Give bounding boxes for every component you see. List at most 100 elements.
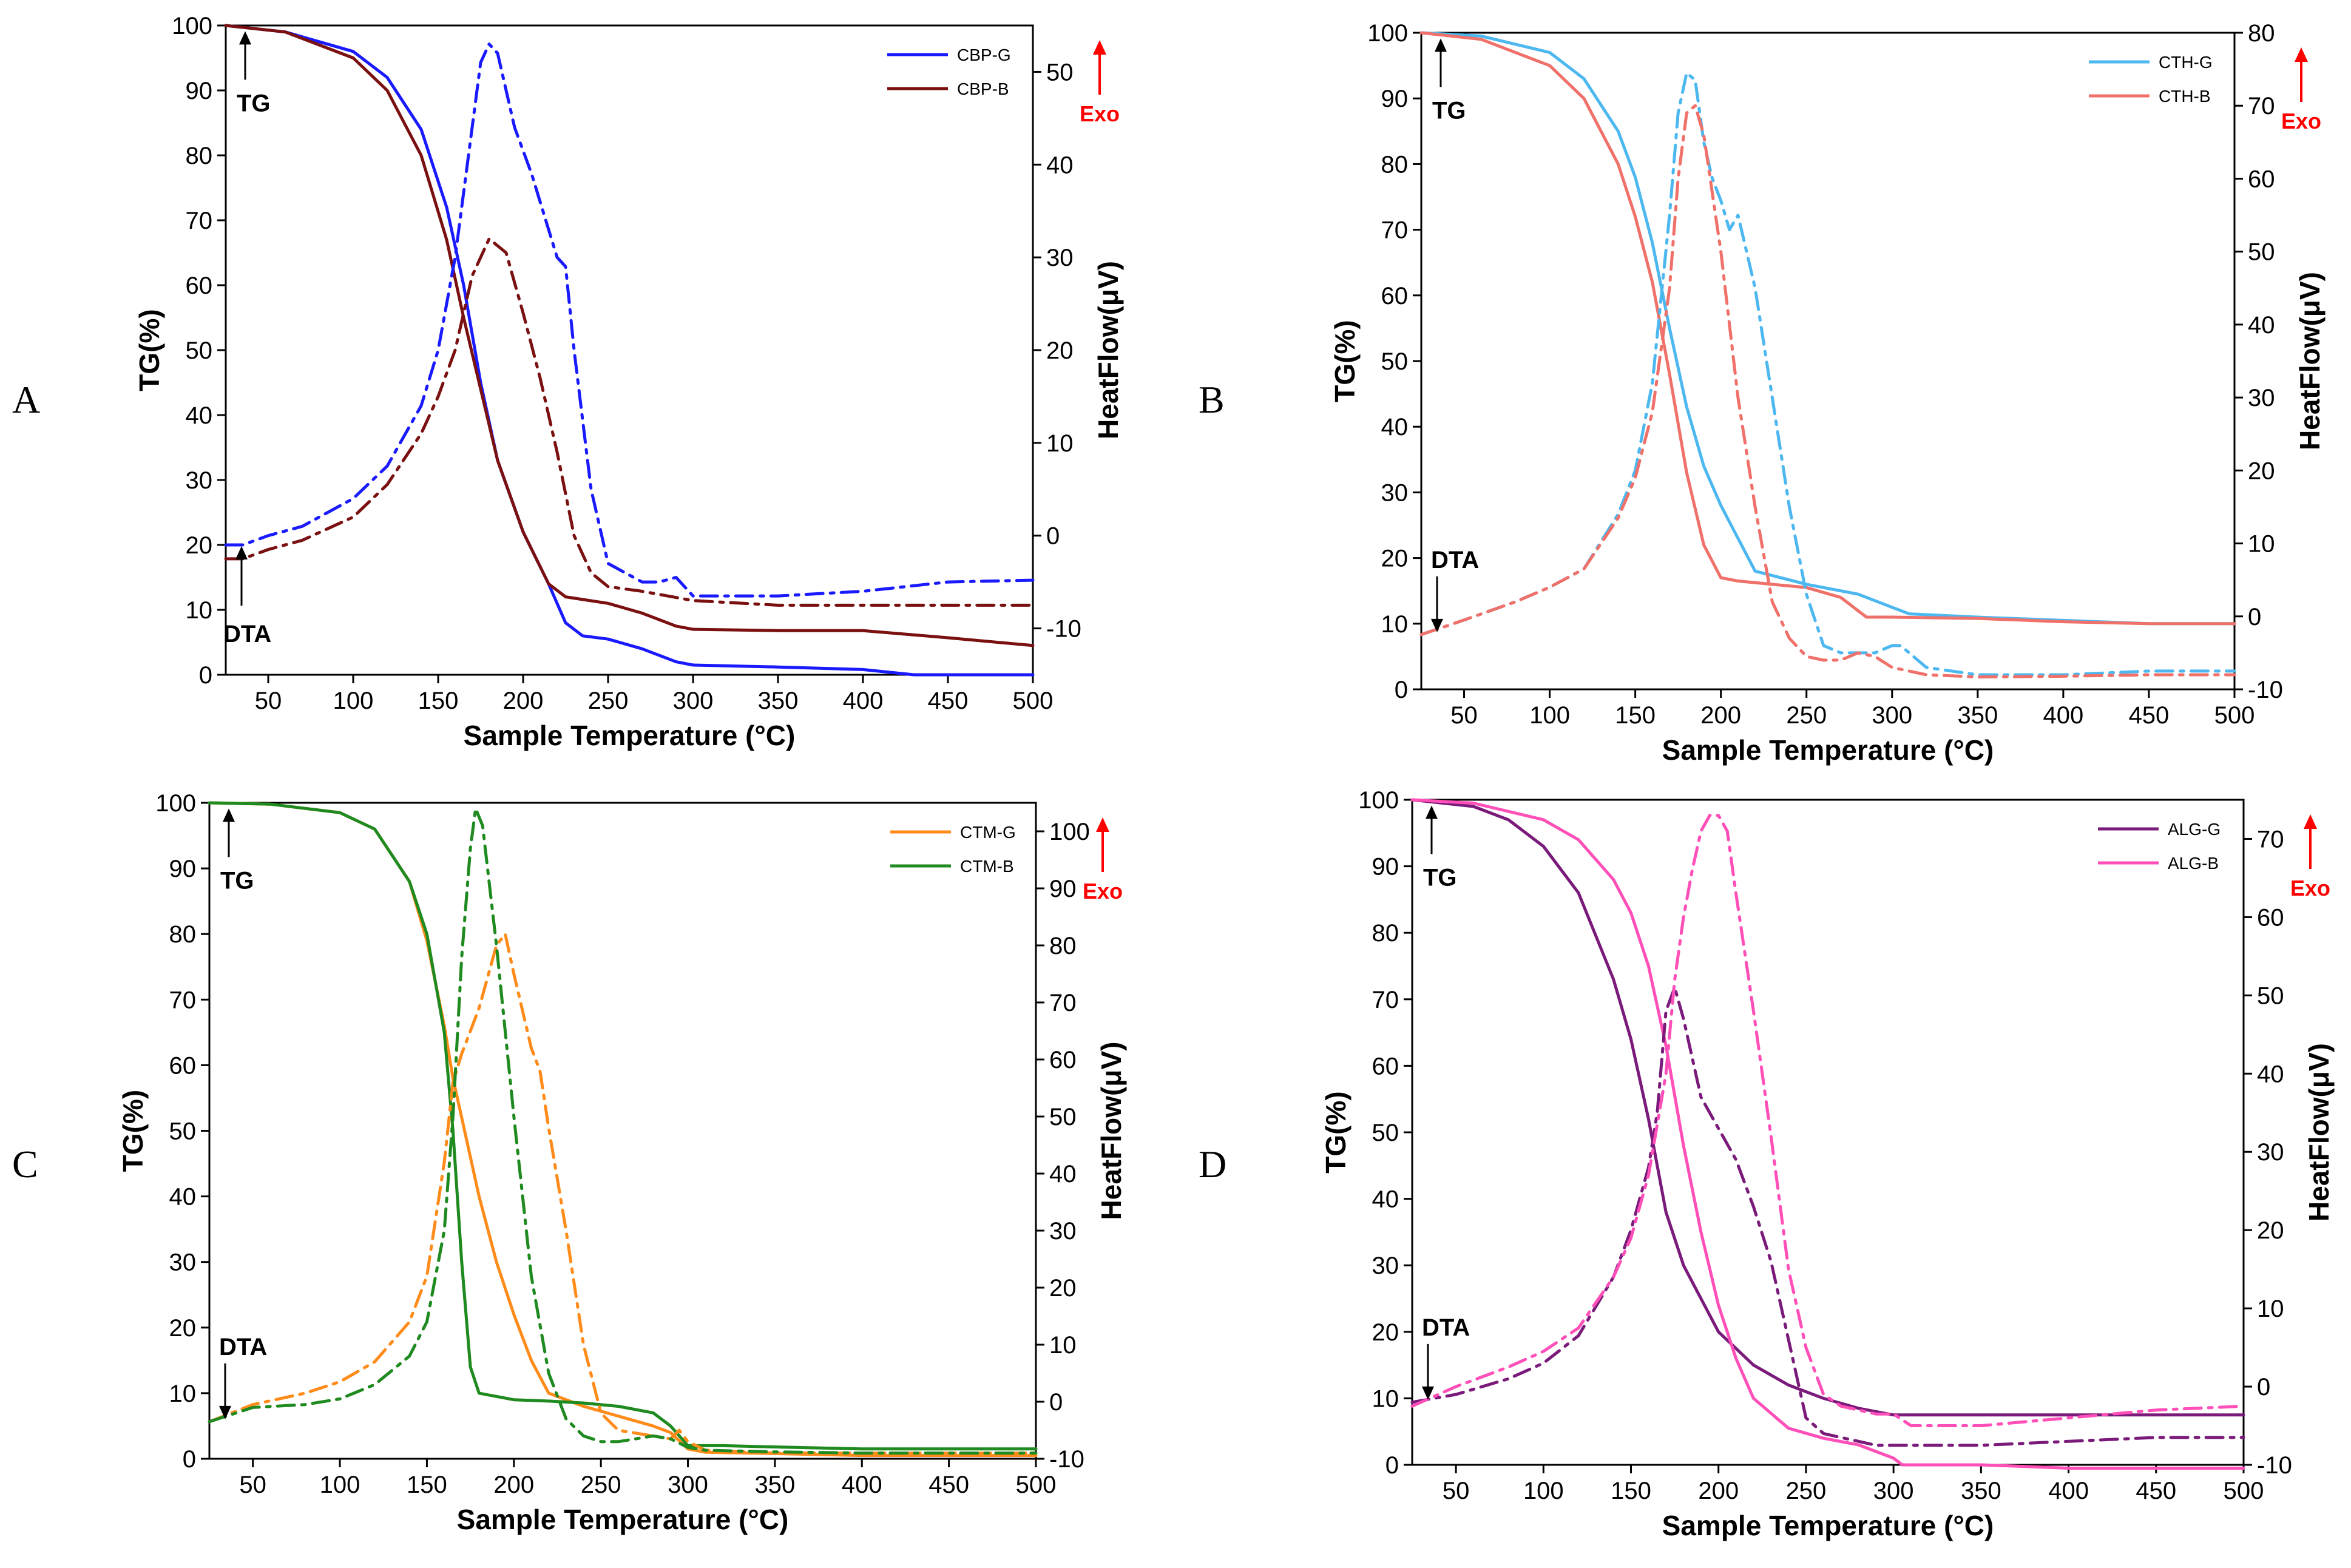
y-tick-label: 100 — [172, 13, 212, 39]
y-tick-label: 60 — [1381, 283, 1409, 309]
x-axis-title: Sample Temperature (°C) — [1662, 1510, 1994, 1541]
x-tick-label: 50 — [255, 688, 282, 714]
y-tick-label: 0 — [199, 662, 212, 689]
panel-a: A50 100 150 200 250 300 350 400 450 5000102030405… — [12, 13, 1124, 751]
tg-label: TG — [237, 90, 271, 117]
x-tick-label: 250 — [581, 1472, 621, 1498]
y2-tick-label: 70 — [1049, 990, 1077, 1016]
y2-tick-label: 10 — [2248, 531, 2275, 558]
y-axis-title: TG(%) — [1320, 1091, 1351, 1173]
exo-label: Exo — [1080, 101, 1120, 126]
dta-arrowhead — [1431, 618, 1443, 632]
dta-arrowhead — [219, 1405, 231, 1419]
dta-label: DTA — [1431, 547, 1479, 573]
x-axis-title: Sample Temperature (°C) — [1662, 734, 1994, 766]
y-tick-label: 60 — [186, 272, 213, 299]
panel-b: B50 100 150 200 250 300 350 400 450 5000102030405… — [1199, 20, 2326, 766]
series-alg-g-dta — [1410, 986, 2245, 1447]
y2-tick-label: 40 — [2248, 312, 2275, 339]
y-tick-label: 50 — [1381, 348, 1409, 375]
y2-tick-label: 30 — [2248, 385, 2275, 411]
y2-tick-label: 50 — [1049, 1104, 1077, 1130]
y2-axis-title: HeatFlow(μV) — [2294, 272, 2326, 450]
y2-tick-label: -10 — [1049, 1446, 1084, 1473]
series-alg-g-tg — [1410, 798, 2245, 1417]
y-tick-label: 90 — [169, 856, 197, 882]
x-tick-label: 500 — [1016, 1472, 1057, 1498]
x-tick-label: 350 — [755, 1472, 796, 1498]
x-tick-label: 400 — [2043, 702, 2084, 729]
y2-tick-label: 50 — [2248, 239, 2275, 266]
x-tick-label: 400 — [843, 688, 884, 714]
exo-arrowhead — [2304, 814, 2317, 829]
series-cbp-g-dta — [224, 42, 1035, 598]
y-tick-label: 0 — [1395, 677, 1408, 703]
y2-tick-label: -10 — [2257, 1452, 2292, 1479]
y-tick-label: 10 — [1381, 611, 1409, 638]
dta-arrowhead — [1422, 1386, 1434, 1400]
y-tick-label: 40 — [169, 1184, 197, 1211]
y-tick-label: 40 — [1381, 414, 1409, 441]
y-tick-label: 30 — [1381, 479, 1409, 506]
y-tick-label: 50 — [186, 337, 213, 364]
series-alg-b-dta — [1410, 814, 2245, 1427]
y2-tick-label: 10 — [2257, 1296, 2284, 1322]
series-cbp-g-tg — [224, 24, 1035, 677]
x-tick-label: 150 — [418, 688, 459, 714]
legend-label-ctm-g: CTM-G — [960, 823, 1016, 842]
y2-tick-label: 60 — [1049, 1047, 1077, 1073]
y2-tick-label: 50 — [1046, 59, 1074, 86]
exo-label: Exo — [2281, 109, 2321, 133]
y2-axis-title: HeatFlow(μV) — [2303, 1043, 2335, 1222]
x-tick-label: 100 — [1523, 1478, 1564, 1504]
x-tick-label: 400 — [2048, 1478, 2089, 1504]
y2-tick-label: 0 — [1049, 1389, 1063, 1416]
x-tick-label: 500 — [2214, 702, 2255, 729]
panel-letter-d: D — [1199, 1143, 1226, 1186]
x-tick-label: 250 — [1786, 702, 1827, 729]
x-tick-label: 450 — [929, 1472, 969, 1498]
legend-label-alg-g: ALG-G — [2168, 820, 2221, 839]
y-tick-label: 20 — [169, 1315, 197, 1342]
y2-axis-title: HeatFlow(μV) — [1092, 261, 1124, 439]
y-tick-label: 30 — [169, 1249, 197, 1276]
x-axis-title: Sample Temperature (°C) — [464, 720, 796, 751]
x-tick-label: 450 — [928, 688, 969, 714]
y2-tick-label: 20 — [1046, 337, 1074, 364]
y2-tick-label: 0 — [2248, 604, 2261, 630]
y2-tick-label: 100 — [1049, 819, 1090, 845]
x-tick-label: 500 — [2224, 1478, 2264, 1504]
y2-tick-label: 0 — [1046, 523, 1060, 550]
x-tick-label: 50 — [239, 1472, 266, 1498]
x-tick-label: 300 — [1873, 1478, 1914, 1504]
tg-arrowhead — [223, 808, 235, 822]
y2-tick-label: 40 — [1049, 1161, 1077, 1188]
y-tick-label: 30 — [186, 467, 213, 494]
panel-letter-b: B — [1199, 378, 1225, 421]
y-axis-title: TG(%) — [117, 1090, 149, 1172]
tg-arrowhead — [1435, 38, 1447, 52]
x-axis-title: Sample Temperature (°C) — [457, 1504, 789, 1535]
tg-label: TG — [1432, 97, 1466, 124]
x-tick-label: 50 — [1450, 702, 1478, 729]
y-tick-label: 30 — [1372, 1252, 1399, 1279]
y2-tick-label: 20 — [2248, 458, 2275, 484]
dta-arrowhead — [235, 546, 248, 559]
y2-tick-label: 0 — [2257, 1374, 2270, 1401]
series-ctm-g-tg — [208, 801, 1038, 1458]
y-axis-title: TG(%) — [134, 309, 165, 391]
panel-letter-a: A — [12, 378, 40, 421]
y-tick-label: 40 — [1372, 1186, 1399, 1213]
y2-tick-label: 20 — [2257, 1217, 2284, 1244]
panel-letter-c: C — [12, 1143, 38, 1186]
x-tick-label: 100 — [1529, 702, 1570, 729]
exo-arrowhead — [2295, 47, 2308, 62]
legend-label-cth-g: CTH-G — [2159, 53, 2213, 72]
y2-tick-label: 70 — [2248, 93, 2275, 120]
y2-tick-label: 80 — [1049, 933, 1077, 959]
x-tick-label: 100 — [320, 1472, 360, 1498]
x-tick-label: 150 — [407, 1472, 447, 1498]
x-tick-label: 150 — [1611, 1478, 1651, 1504]
x-tick-label: 300 — [673, 688, 714, 714]
